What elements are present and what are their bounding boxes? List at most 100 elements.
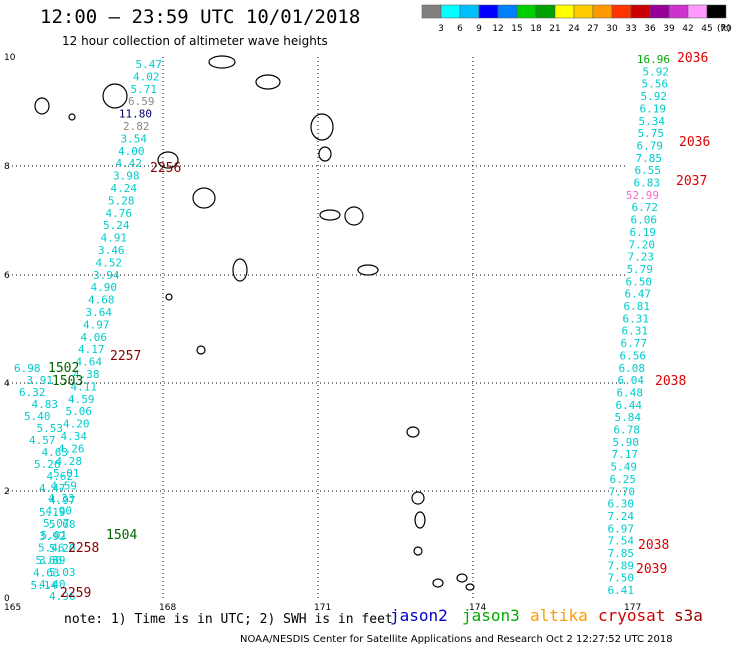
swh-right-track: 7.54 <box>608 535 635 548</box>
color-scale: 3 6 9 12 15 18 21 24 27 30 33 36 39 42 45 70(ft) <box>421 4 732 34</box>
swh-left-track: 4.20 <box>63 418 90 431</box>
swh-right-track: 6.97 <box>608 522 635 535</box>
swh-left-track: 5.71 <box>131 83 158 96</box>
island-outline <box>255 74 281 90</box>
swh-right-track: 6.25 <box>610 473 637 486</box>
swh-right-track: 6.04 <box>618 374 645 387</box>
swh-left-track: 4.90 <box>91 281 118 294</box>
swh-right-track: 6.08 <box>619 362 646 375</box>
swh-left-lower: 5.68 <box>49 518 76 531</box>
swh-left-track: 4.33 <box>48 492 75 505</box>
time-label: 2038 <box>638 538 669 553</box>
scale-label: 39 <box>663 24 675 34</box>
island-outline <box>310 113 334 141</box>
swh-left-lower: 4.63 <box>42 446 69 459</box>
swh-left-track: 5.01 <box>53 467 80 480</box>
swh-right-track: 6.55 <box>635 164 662 177</box>
swh-right-track: 16.96 <box>637 53 670 66</box>
legend-s3a: s3a <box>674 606 703 625</box>
swh-left-lower: 4.96 <box>49 590 76 603</box>
y-tick-label: 0 <box>4 594 10 604</box>
swh-left-track: 5.24 <box>103 219 130 232</box>
swh-left-track: 5.47 <box>136 58 163 71</box>
swh-left-lower: 5.53 <box>37 422 64 435</box>
swh-left-lower: 4.97 <box>49 494 76 507</box>
swh-right-track: 6.19 <box>630 226 657 239</box>
scale-label: 36 <box>644 24 656 34</box>
swh-left-track: 4.52 <box>96 256 123 269</box>
island-outline <box>165 293 173 301</box>
swh-left-track: 5.28 <box>108 194 135 207</box>
swh-left-track: 5.60 <box>36 554 63 567</box>
swh-left-lower: 4.57 <box>29 434 56 447</box>
scale-label: 3 <box>438 24 444 34</box>
swh-left-track: 3.54 <box>121 132 148 145</box>
swh-right-track: 6.30 <box>608 498 635 511</box>
chart-subtitle: 12 hour collection of altimeter wave hei… <box>62 34 328 48</box>
time-label: 1503 <box>52 374 83 389</box>
island-outline <box>344 206 364 226</box>
credit-line: NOAA/NESDIS Center for Satellite Applica… <box>240 634 673 645</box>
swh-left-lower: 5.40 <box>24 410 51 423</box>
swh-right-track: 6.06 <box>631 214 658 227</box>
swh-right-track: 5.90 <box>613 436 640 449</box>
legend-jason3: jason3 <box>462 606 520 625</box>
scale-label: 9 <box>476 24 482 34</box>
legend-cryosat: cryosat <box>598 606 666 625</box>
swh-left-track: 3.46 <box>98 244 125 257</box>
swh-left-track: 4.64 <box>76 356 103 369</box>
swh-left-track: 5.14 <box>31 579 58 592</box>
swh-left-track: 4.59 <box>51 480 78 493</box>
swh-left-track: 4.34 <box>61 430 88 443</box>
time-label: 2036 <box>677 51 708 66</box>
swh-left-track: 5.06 <box>66 405 93 418</box>
swh-left-track: 3.64 <box>86 306 113 319</box>
swh-left-track: 4.91 <box>101 232 128 245</box>
swh-left-track: 2.82 <box>123 120 150 133</box>
y-tick-label: 8 <box>4 162 10 172</box>
swh-left-track: 4.59 <box>68 393 95 406</box>
island-outline <box>157 151 179 169</box>
swh-left-track: 4.02 <box>133 70 160 83</box>
scale-label: 18 <box>530 24 542 34</box>
island-outline <box>414 511 426 529</box>
swh-left-track: 5.07 <box>43 517 70 530</box>
scale-label: 30 <box>606 24 618 34</box>
swh-left-track: 11.80 <box>119 108 152 121</box>
island-outline <box>432 578 444 588</box>
island-outline <box>406 426 420 438</box>
swh-right-track: 5.84 <box>615 411 642 424</box>
swh-left-track: 4.76 <box>106 207 133 220</box>
swh-right-track: 6.31 <box>623 312 650 325</box>
swh-left-track: 4.06 <box>81 331 108 344</box>
swh-left-track: 4.90 <box>46 504 73 517</box>
swh-left-track: 4.63 <box>33 566 60 579</box>
y-tick-label: 6 <box>4 271 10 281</box>
scale-label: 24 <box>568 24 580 34</box>
scale-swatch <box>706 4 727 19</box>
swh-left-track: 4.28 <box>56 455 83 468</box>
swh-left-lower: 5.20 <box>49 542 76 555</box>
time-label: 2257 <box>110 349 141 364</box>
island-outline <box>232 258 248 282</box>
scale-label: 21 <box>549 24 560 34</box>
footnote: note: 1) Time is in UTC; 2) SWH is in fe… <box>64 612 393 627</box>
swh-left-track: 4.24 <box>111 182 138 195</box>
time-label: 2256 <box>150 161 181 176</box>
time-label: 1504 <box>106 528 137 543</box>
swh-left-track: 4.97 <box>83 318 110 331</box>
island-outline <box>411 491 425 505</box>
swh-left-lower: 3.91 <box>27 374 54 387</box>
x-tick-label: 174 <box>469 603 486 613</box>
swh-left-lower: 3.89 <box>39 554 66 567</box>
island-outline <box>456 573 468 583</box>
legend-altika: altika <box>530 606 588 625</box>
island-outline <box>34 97 50 115</box>
swh-left-lower: 5.19 <box>39 506 66 519</box>
swh-right-track: 7.17 <box>612 448 639 461</box>
island-outline <box>102 83 128 109</box>
swh-right-track: 6.47 <box>625 288 652 301</box>
time-label: 2037 <box>676 174 707 189</box>
swh-right-track: 5.34 <box>639 115 666 128</box>
swh-right-track: 7.50 <box>608 572 635 585</box>
